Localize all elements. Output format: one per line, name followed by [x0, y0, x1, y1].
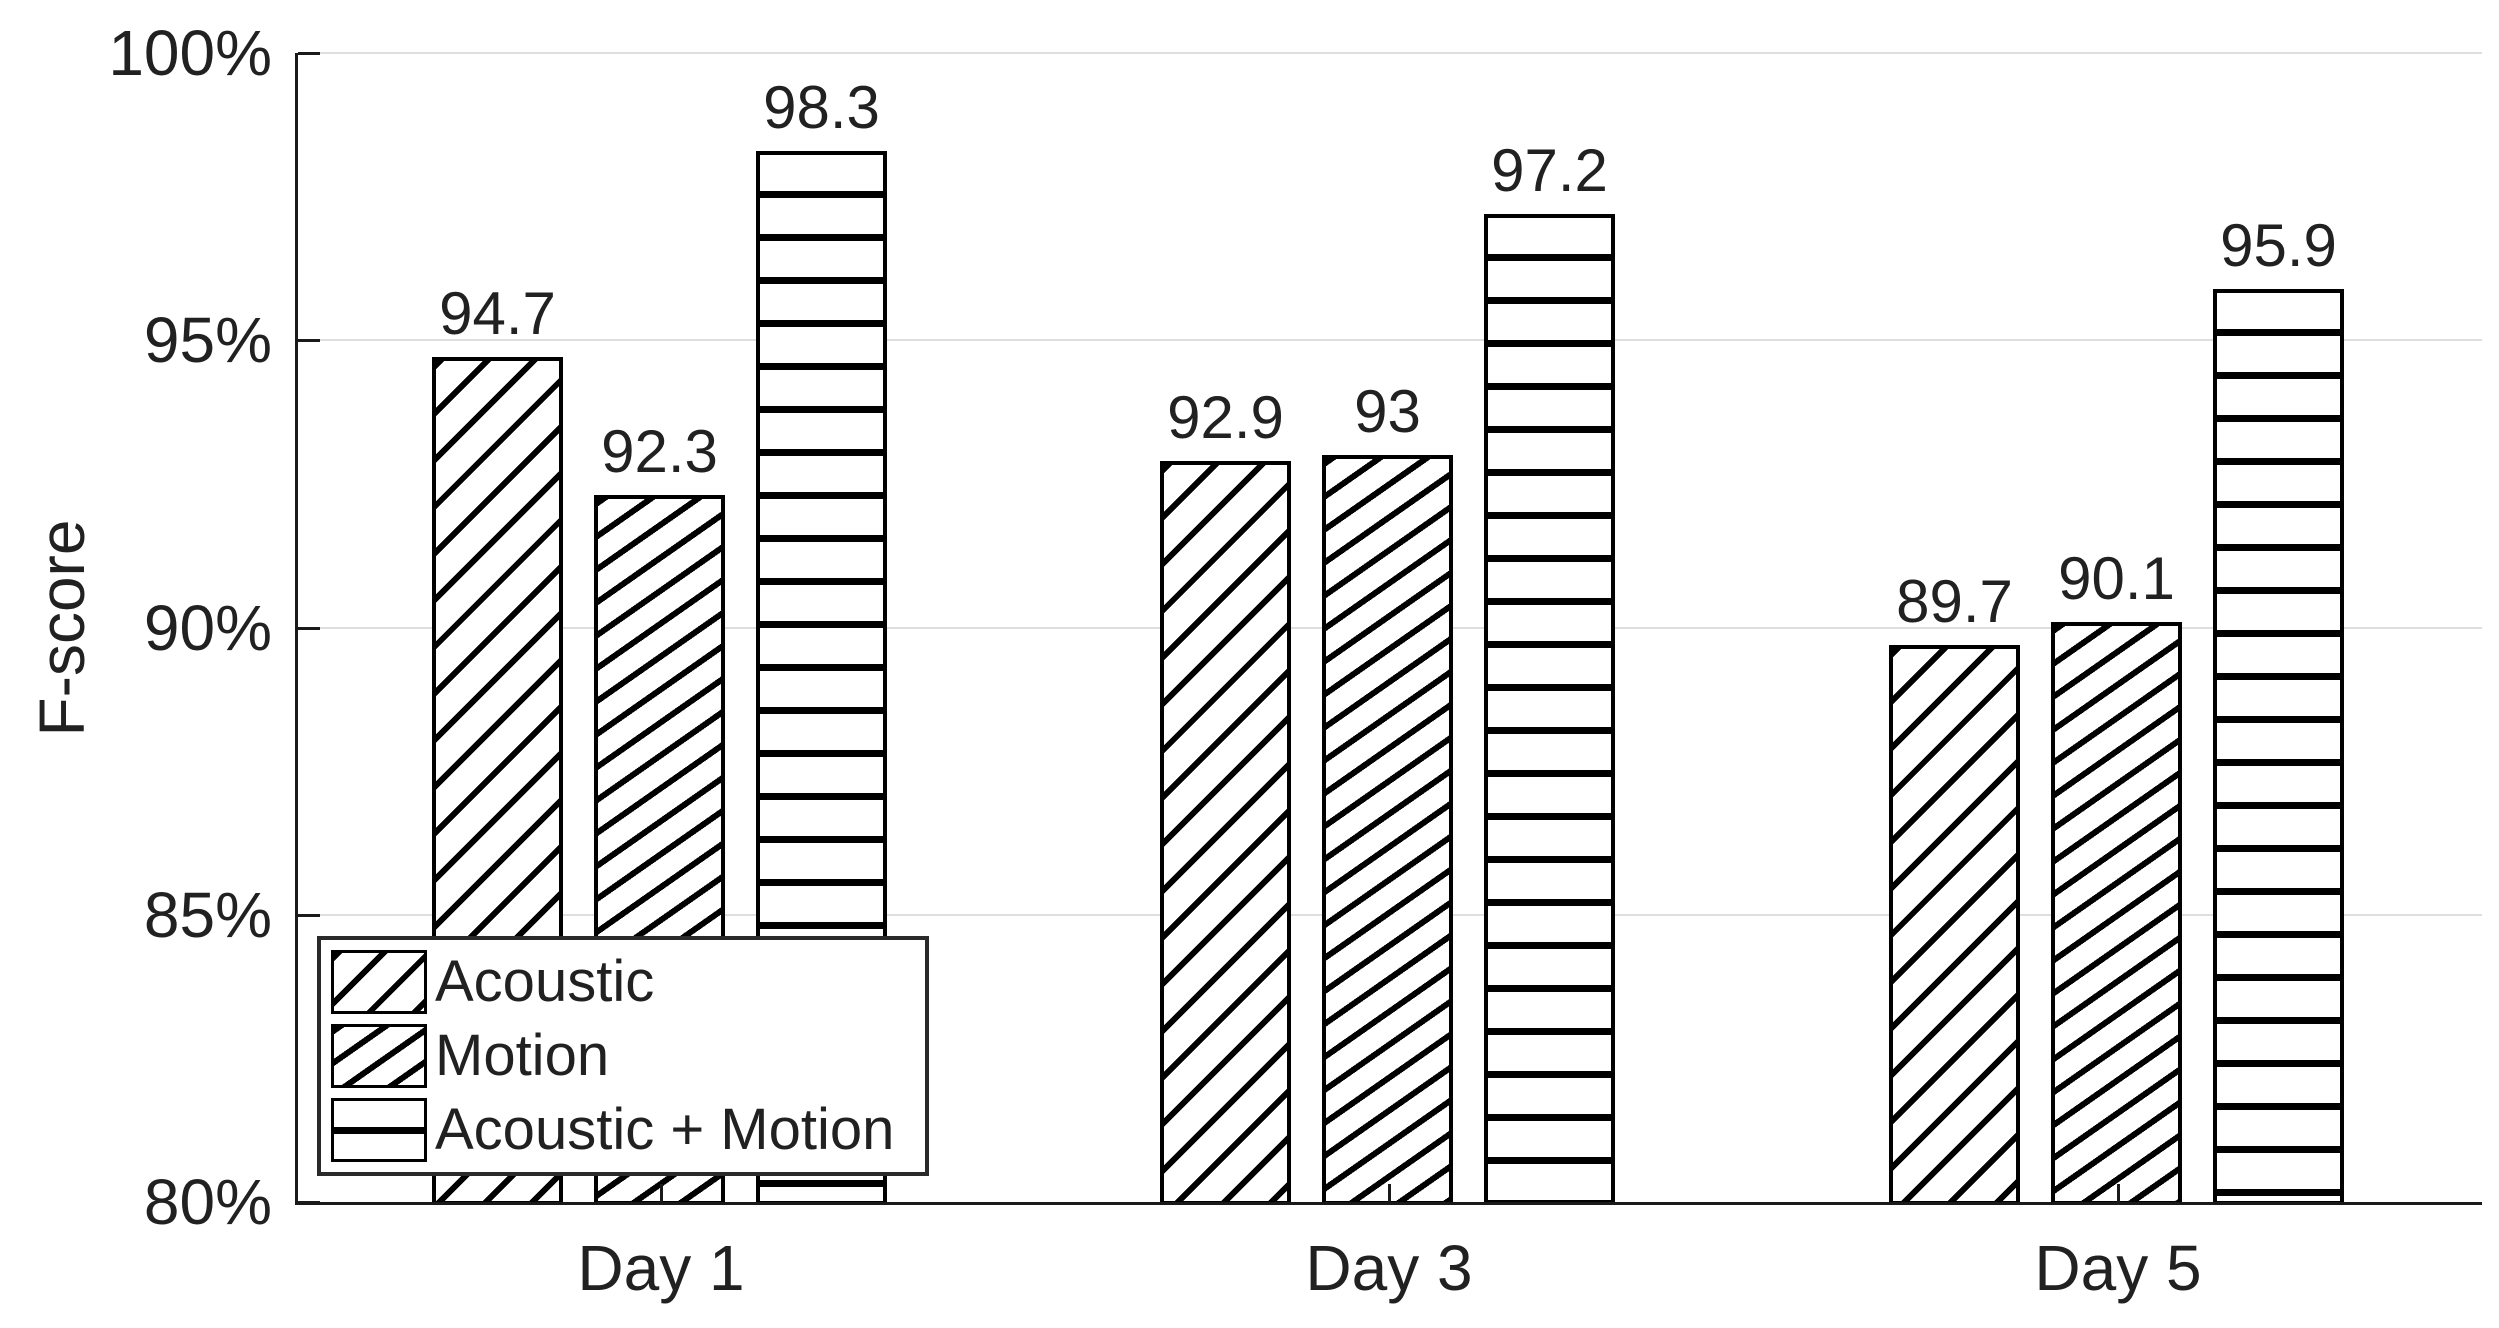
x-axis-line: [295, 1202, 2482, 1205]
legend-swatch-hatch-motion: [331, 1024, 427, 1088]
value-label-90.1: 90.1: [2058, 544, 2175, 612]
y-tick-95: [298, 339, 320, 343]
value-label-97.2: 97.2: [1491, 136, 1608, 204]
legend-label-3: Acoustic + Motion: [435, 1097, 895, 1162]
x-tick-label-3: Day 5: [2034, 1232, 2202, 1304]
bar-acoustic-group-3: [1889, 644, 2020, 1205]
bar-motion-group-2: [1322, 455, 1453, 1205]
legend-row-3: Acoustic + Motion: [331, 1098, 925, 1162]
y-tick-label-95: 95%: [143, 304, 272, 377]
x-tick-1: [660, 1184, 663, 1202]
y-tick-85: [298, 913, 320, 917]
y-tick-label-85: 85%: [143, 878, 272, 951]
y-tick-80: [298, 1201, 320, 1204]
bar-motion-group-3: [2051, 621, 2182, 1205]
value-label-89.7: 89.7: [1896, 567, 2013, 635]
bar-acoustic-group-2: [1160, 460, 1291, 1205]
gridline-95: [298, 339, 2482, 342]
y-tick-label-90: 90%: [143, 591, 272, 664]
gridline-100: [298, 52, 2482, 54]
legend-label-1: Acoustic: [435, 949, 655, 1014]
legend-swatch-hatch-acoustic: [331, 950, 427, 1014]
legend-label-2: Motion: [435, 1023, 610, 1088]
value-label-93: 93: [1354, 378, 1421, 446]
x-tick-label-2: Day 3: [1305, 1232, 1473, 1304]
x-tick-label-1: Day 1: [577, 1232, 745, 1304]
value-label-95.9: 95.9: [2220, 211, 2337, 279]
legend-row-2: Motion: [331, 1024, 925, 1088]
y-tick-label-80: 80%: [143, 1166, 272, 1238]
x-tick-3: [2117, 1184, 2120, 1202]
legend: Acoustic Motion Acoustic + Motion: [317, 936, 929, 1176]
value-label-98.3: 98.3: [763, 73, 880, 141]
x-tick-2: [1388, 1184, 1391, 1202]
bar-acoustic-motion-group-2: [1484, 213, 1615, 1205]
y-tick-100: [298, 52, 320, 55]
value-label-94.7: 94.7: [439, 280, 556, 348]
value-label-92.3: 92.3: [601, 418, 718, 486]
y-axis-line: [295, 53, 298, 1205]
bar-acoustic-motion-group-3: [2213, 288, 2344, 1205]
value-label-92.9: 92.9: [1167, 383, 1284, 451]
legend-row-1: Acoustic: [331, 950, 925, 1014]
y-tick-label-100: 100%: [108, 17, 272, 89]
legend-swatch-hatch-combo: [331, 1098, 427, 1162]
y-tick-90: [298, 626, 320, 630]
